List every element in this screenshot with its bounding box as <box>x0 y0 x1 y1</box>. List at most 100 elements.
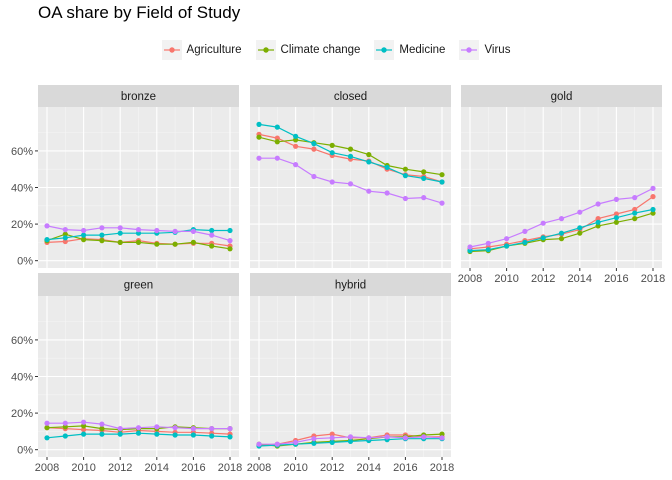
data-point-climate-change <box>44 425 50 431</box>
data-point-medicine <box>311 440 317 446</box>
data-point-agriculture <box>632 206 638 213</box>
data-point-medicine <box>650 206 656 213</box>
data-point-virus <box>293 439 299 445</box>
data-point-medicine <box>467 248 473 254</box>
data-point-virus <box>347 181 354 187</box>
legend-item-climate-change: Climate change <box>255 40 360 60</box>
data-point-agriculture <box>62 238 68 245</box>
data-point-agriculture <box>595 216 601 222</box>
data-point-medicine <box>172 432 178 438</box>
x-tick-label: 2008 <box>35 462 59 474</box>
facet-strip-label: green <box>124 280 153 292</box>
facet-panel-closed: closed <box>250 85 451 268</box>
data-point-medicine <box>190 432 196 438</box>
data-point-virus <box>384 190 390 196</box>
data-point-medicine <box>540 235 546 241</box>
x-tick-label: 2018 <box>641 273 665 285</box>
data-point-medicine <box>311 141 317 147</box>
data-point-virus <box>256 155 262 161</box>
data-point-virus <box>613 196 620 202</box>
data-point-virus <box>154 424 160 430</box>
data-point-virus <box>172 228 178 234</box>
data-point-medicine <box>154 431 160 437</box>
data-point-medicine <box>595 219 601 225</box>
data-point-virus <box>62 227 68 233</box>
data-point-virus <box>439 200 445 206</box>
data-point-virus <box>99 421 105 427</box>
data-point-virus <box>44 420 50 426</box>
x-tick-label: 2016 <box>604 273 628 285</box>
legend-label: Medicine <box>399 44 446 56</box>
data-point-virus <box>209 426 215 432</box>
data-point-climate-change <box>172 241 178 247</box>
legend-key-virus <box>459 40 480 60</box>
data-point-agriculture <box>274 135 280 141</box>
data-point-virus <box>293 162 299 168</box>
legend-item-virus: Virus <box>459 40 510 60</box>
x-tick-label: 2010 <box>283 462 307 474</box>
data-point-medicine <box>558 230 565 236</box>
data-point-climate-change <box>256 134 262 140</box>
facet-panel-hybrid: hybrid 2008 2010 2012 2014 2016 2018 <box>247 273 454 474</box>
data-point-medicine <box>44 237 50 243</box>
data-point-agriculture <box>293 143 299 149</box>
data-point-medicine <box>329 150 335 156</box>
facet-strip-label: bronze <box>121 91 156 103</box>
data-point-medicine <box>485 247 491 253</box>
data-point-virus <box>632 195 638 201</box>
data-point-virus <box>366 435 372 441</box>
data-point-agriculture <box>329 431 335 437</box>
data-point-virus <box>117 426 123 432</box>
data-point-virus <box>522 228 528 234</box>
legend-item-agriculture: Agriculture <box>161 40 242 60</box>
data-point-virus <box>347 434 354 440</box>
x-tick-label: 2018 <box>218 462 242 474</box>
facet-panel-green: green 0% 20% 40% 60% 2008 2010 2012 2014 2016 2018 <box>11 273 242 474</box>
data-point-virus <box>44 223 50 229</box>
x-tick-label: 2014 <box>145 462 169 474</box>
data-point-virus <box>329 435 335 441</box>
data-point-medicine <box>347 153 354 159</box>
facet-strip <box>461 85 662 107</box>
data-point-climate-change <box>632 216 638 222</box>
data-point-climate-change <box>329 142 335 148</box>
data-point-medicine <box>62 235 68 241</box>
data-point-medicine <box>62 433 68 439</box>
data-point-climate-change <box>558 236 565 242</box>
x-tick-label: 2010 <box>71 462 95 474</box>
legend: Agriculture Climate change Medicine Virus <box>0 40 672 60</box>
x-tick-label: 2012 <box>320 462 344 474</box>
data-point-medicine <box>135 230 142 236</box>
y-tick-label: 20% <box>11 408 33 420</box>
data-point-virus <box>172 425 178 431</box>
data-point-virus <box>209 232 215 238</box>
data-point-virus <box>190 426 196 432</box>
data-point-climate-change <box>274 139 280 145</box>
y-tick-label: 60% <box>11 146 33 158</box>
y-tick-label: 40% <box>11 372 33 384</box>
data-point-climate-change <box>81 237 87 243</box>
data-point-climate-change <box>81 423 87 429</box>
facet-strip-label: gold <box>551 91 573 103</box>
data-point-climate-change <box>293 137 299 143</box>
data-point-climate-change <box>99 426 105 432</box>
data-point-climate-change <box>613 219 620 225</box>
data-point-climate-change <box>209 243 215 249</box>
facet-strip <box>38 273 239 296</box>
data-point-virus <box>540 220 546 226</box>
data-point-climate-change <box>190 239 196 245</box>
x-tick-label: 2014 <box>357 462 381 474</box>
data-point-virus <box>190 228 196 234</box>
data-point-virus <box>421 195 427 201</box>
data-point-climate-change <box>366 152 372 158</box>
data-point-climate-change <box>421 169 427 175</box>
data-point-medicine <box>274 124 280 130</box>
data-point-virus <box>256 441 262 447</box>
data-point-medicine <box>632 210 638 216</box>
data-point-medicine <box>421 175 427 181</box>
data-point-virus <box>402 195 408 202</box>
data-point-climate-change <box>402 166 408 172</box>
data-point-climate-change <box>135 239 142 245</box>
data-point-medicine <box>44 435 50 441</box>
